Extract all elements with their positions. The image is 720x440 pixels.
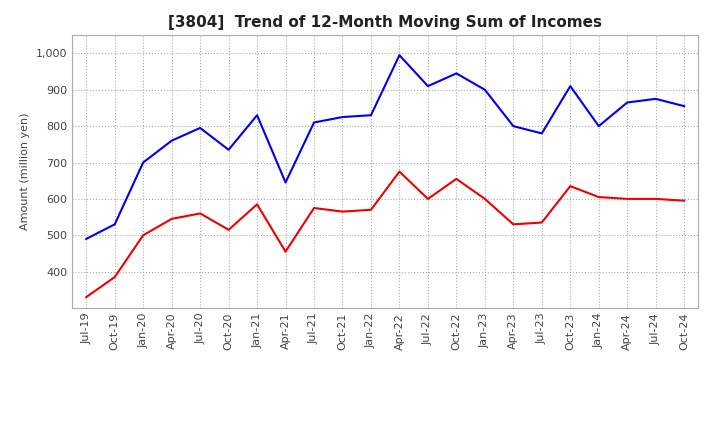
Ordinary Income: [680, 103, 688, 109]
Ordinary Income: [366, 113, 375, 118]
Ordinary Income: [652, 96, 660, 102]
Ordinary Income: [110, 222, 119, 227]
Net Income: [452, 176, 461, 182]
Ordinary Income: [452, 71, 461, 76]
Net Income: [509, 222, 518, 227]
Ordinary Income: [566, 84, 575, 89]
Ordinary Income: [423, 84, 432, 89]
Ordinary Income: [395, 52, 404, 58]
Ordinary Income: [196, 125, 204, 131]
Ordinary Income: [480, 87, 489, 92]
Net Income: [595, 194, 603, 200]
Net Income: [82, 294, 91, 300]
Ordinary Income: [509, 124, 518, 129]
Ordinary Income: [82, 236, 91, 242]
Ordinary Income: [225, 147, 233, 152]
Net Income: [282, 249, 290, 254]
Net Income: [253, 202, 261, 207]
Y-axis label: Amount (million yen): Amount (million yen): [20, 113, 30, 231]
Net Income: [566, 183, 575, 189]
Ordinary Income: [537, 131, 546, 136]
Net Income: [623, 196, 631, 202]
Net Income: [196, 211, 204, 216]
Net Income: [480, 196, 489, 202]
Net Income: [338, 209, 347, 214]
Net Income: [310, 205, 318, 211]
Ordinary Income: [623, 100, 631, 105]
Net Income: [366, 207, 375, 213]
Ordinary Income: [253, 113, 261, 118]
Net Income: [110, 275, 119, 280]
Ordinary Income: [310, 120, 318, 125]
Net Income: [537, 220, 546, 225]
Ordinary Income: [282, 180, 290, 185]
Net Income: [652, 196, 660, 202]
Ordinary Income: [167, 138, 176, 143]
Ordinary Income: [338, 114, 347, 120]
Line: Net Income: Net Income: [86, 172, 684, 297]
Net Income: [139, 233, 148, 238]
Net Income: [395, 169, 404, 174]
Net Income: [423, 196, 432, 202]
Ordinary Income: [595, 124, 603, 129]
Net Income: [680, 198, 688, 203]
Net Income: [225, 227, 233, 232]
Net Income: [167, 216, 176, 221]
Line: Ordinary Income: Ordinary Income: [86, 55, 684, 239]
Ordinary Income: [139, 160, 148, 165]
Title: [3804]  Trend of 12-Month Moving Sum of Incomes: [3804] Trend of 12-Month Moving Sum of I…: [168, 15, 602, 30]
